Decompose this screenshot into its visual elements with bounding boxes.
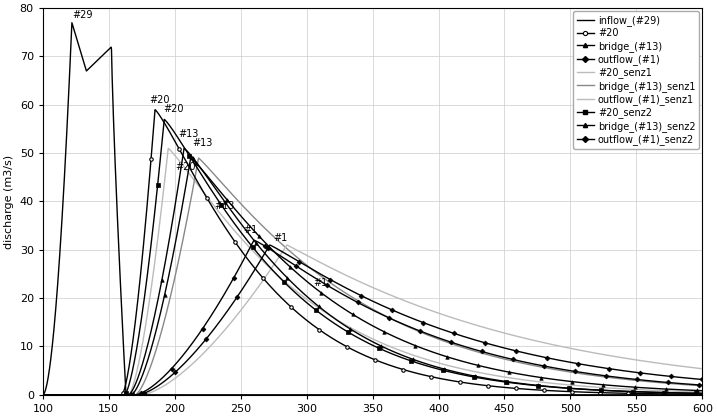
Text: #20: #20 xyxy=(175,163,195,173)
Text: #13: #13 xyxy=(214,201,234,211)
Text: #13: #13 xyxy=(192,138,212,148)
Text: #1: #1 xyxy=(313,278,328,288)
Text: #13: #13 xyxy=(179,129,199,139)
Text: #20: #20 xyxy=(150,95,170,105)
Text: #1: #1 xyxy=(243,225,257,235)
Text: #20: #20 xyxy=(163,104,184,115)
Y-axis label: discharge (m3/s): discharge (m3/s) xyxy=(4,154,14,249)
Legend: inflow_(#29), #20, bridge_(#13), outflow_(#1), #20_senz1, bridge_(#13)_senz1, ou: inflow_(#29), #20, bridge_(#13), outflow… xyxy=(573,11,699,149)
Text: #29: #29 xyxy=(72,10,92,20)
Text: #1: #1 xyxy=(274,232,288,242)
